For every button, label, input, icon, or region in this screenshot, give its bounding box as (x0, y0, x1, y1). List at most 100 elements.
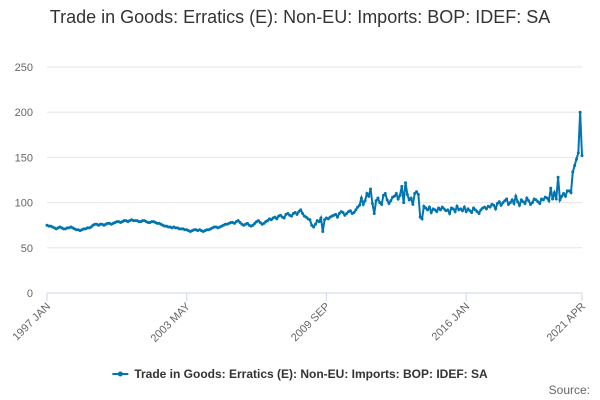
data-point (525, 196, 529, 200)
data-point (385, 198, 389, 202)
data-point (413, 192, 417, 196)
data-point (317, 220, 321, 224)
data-point (470, 211, 474, 215)
data-point (354, 208, 358, 212)
data-point (359, 196, 363, 200)
data-point (297, 210, 301, 214)
data-point (563, 194, 567, 198)
data-point (516, 200, 520, 204)
data-point (361, 202, 365, 206)
data-point (422, 204, 426, 208)
data-point (494, 207, 498, 211)
data-point (462, 205, 466, 209)
data-point (343, 213, 347, 217)
data-point (473, 208, 477, 212)
data-point (89, 225, 93, 229)
data-point (551, 197, 555, 201)
data-point (262, 221, 266, 225)
data-point (530, 201, 534, 205)
data-point (269, 218, 273, 222)
data-point (549, 186, 553, 190)
data-point (337, 211, 341, 215)
data-point (365, 192, 369, 196)
data-point (475, 210, 479, 214)
data-point (400, 184, 404, 188)
data-point (370, 202, 374, 206)
data-point (258, 220, 262, 224)
data-point (499, 203, 503, 207)
x-tick-label: 2021 APR (545, 301, 589, 345)
data-point (251, 223, 255, 227)
data-point (293, 211, 297, 215)
legend-label: Trade in Goods: Erratics (E): Non-EU: Im… (134, 367, 488, 381)
legend-marker (117, 371, 123, 377)
data-point (433, 208, 437, 212)
data-point (416, 192, 420, 196)
data-point (527, 199, 531, 203)
source-label: Source: (549, 383, 590, 397)
data-point (468, 209, 472, 213)
data-point (567, 189, 571, 193)
data-point (438, 208, 442, 212)
data-point (378, 201, 382, 205)
data-point (372, 211, 376, 215)
data-point (501, 201, 505, 205)
data-point (335, 215, 339, 219)
data-point (295, 212, 299, 216)
data-point (326, 217, 330, 221)
data-point (512, 202, 516, 206)
data-point (389, 199, 393, 203)
data-point (358, 203, 362, 207)
data-point (404, 181, 408, 185)
data-point (334, 212, 338, 216)
data-point (460, 209, 464, 213)
data-point (392, 194, 396, 198)
data-point (341, 211, 345, 215)
data-point (483, 205, 487, 209)
data-point (440, 205, 444, 209)
data-point (407, 198, 411, 202)
data-point (387, 202, 391, 206)
data-point (348, 209, 352, 213)
data-point (266, 219, 270, 223)
data-point (466, 207, 470, 211)
data-point (505, 197, 509, 201)
data-point (420, 217, 424, 221)
data-point (495, 202, 499, 206)
data-point (545, 196, 549, 200)
data-point (352, 211, 356, 215)
data-point (310, 223, 314, 227)
data-point (569, 191, 573, 195)
data-point (398, 193, 402, 197)
data-point (273, 215, 277, 219)
data-point (534, 198, 538, 202)
data-point (435, 210, 439, 214)
data-point (562, 192, 566, 196)
data-point (313, 222, 317, 226)
data-point (448, 211, 452, 215)
data-point (369, 187, 373, 191)
data-point (536, 200, 540, 204)
data-point (394, 192, 398, 196)
data-point (363, 199, 367, 203)
data-point (304, 215, 308, 219)
data-point (455, 204, 459, 208)
data-point (245, 221, 249, 225)
data-point (429, 211, 433, 215)
x-tick-label: 1997 JAN (10, 301, 53, 344)
data-point (405, 192, 409, 196)
y-tick-label: 50 (21, 243, 33, 255)
data-point (554, 197, 558, 201)
y-tick-label: 100 (15, 198, 33, 210)
data-point (367, 194, 371, 198)
data-point (286, 211, 290, 215)
data-line (46, 112, 583, 233)
data-point (418, 215, 422, 219)
data-point (275, 217, 279, 221)
data-point (437, 206, 441, 210)
y-tick-label: 0 (27, 288, 33, 300)
x-tick-label: 2016 JAN (430, 301, 473, 344)
data-point (479, 208, 483, 212)
data-point (321, 230, 325, 234)
